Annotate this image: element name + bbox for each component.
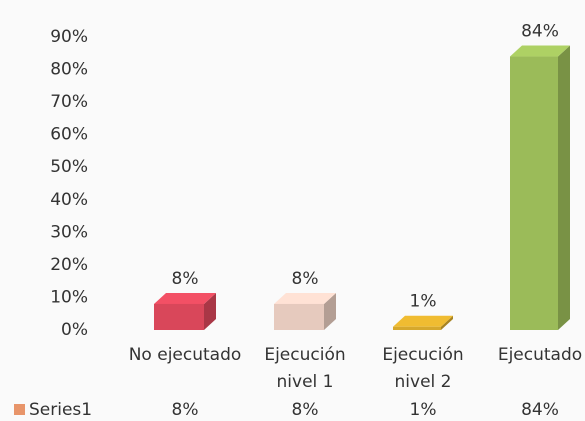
- table-value: 84%: [521, 400, 559, 420]
- y-tick-label: 80%: [50, 60, 88, 80]
- bar-top: [154, 292, 216, 304]
- bar-top: [510, 45, 570, 57]
- bar-side: [441, 315, 453, 330]
- bar-side: [204, 292, 216, 330]
- bar: [154, 292, 216, 330]
- bar-top: [393, 315, 453, 327]
- bar-front: [154, 303, 204, 330]
- table-value: 1%: [410, 400, 437, 420]
- y-tick-label: 40%: [50, 190, 88, 210]
- y-tick-label: 60%: [50, 125, 88, 145]
- x-tick-label: Ejecución nivel 1: [264, 345, 346, 392]
- bar-front: [274, 303, 324, 330]
- y-tick-label: 90%: [50, 27, 88, 47]
- x-tick-label: Ejecución nivel 2: [382, 345, 464, 392]
- y-tick-label: 50%: [50, 157, 88, 177]
- y-tick-label: 10%: [50, 287, 88, 307]
- y-tick-label: 0%: [61, 320, 88, 340]
- table-value: 8%: [172, 400, 199, 420]
- data-label: 84%: [521, 22, 559, 42]
- legend-label: Series1: [29, 400, 92, 420]
- bar: [393, 315, 453, 330]
- y-tick-label: 20%: [50, 255, 88, 275]
- bar: [274, 292, 336, 330]
- x-tick-label: No ejecutado: [128, 345, 242, 365]
- data-label: 8%: [172, 269, 199, 289]
- bar: [510, 45, 570, 331]
- data-label: 1%: [410, 292, 437, 312]
- data-label: 8%: [292, 269, 319, 289]
- bar-top: [274, 292, 336, 304]
- bar-front: [510, 56, 558, 331]
- bar-front: [393, 326, 441, 330]
- legend-marker: [14, 404, 25, 415]
- y-tick-label: 70%: [50, 92, 88, 112]
- bar-side: [558, 45, 570, 331]
- table-value: 8%: [292, 400, 319, 420]
- bar-side: [324, 292, 336, 330]
- y-tick-label: 30%: [50, 222, 88, 242]
- x-tick-label: Ejecutado: [497, 345, 583, 365]
